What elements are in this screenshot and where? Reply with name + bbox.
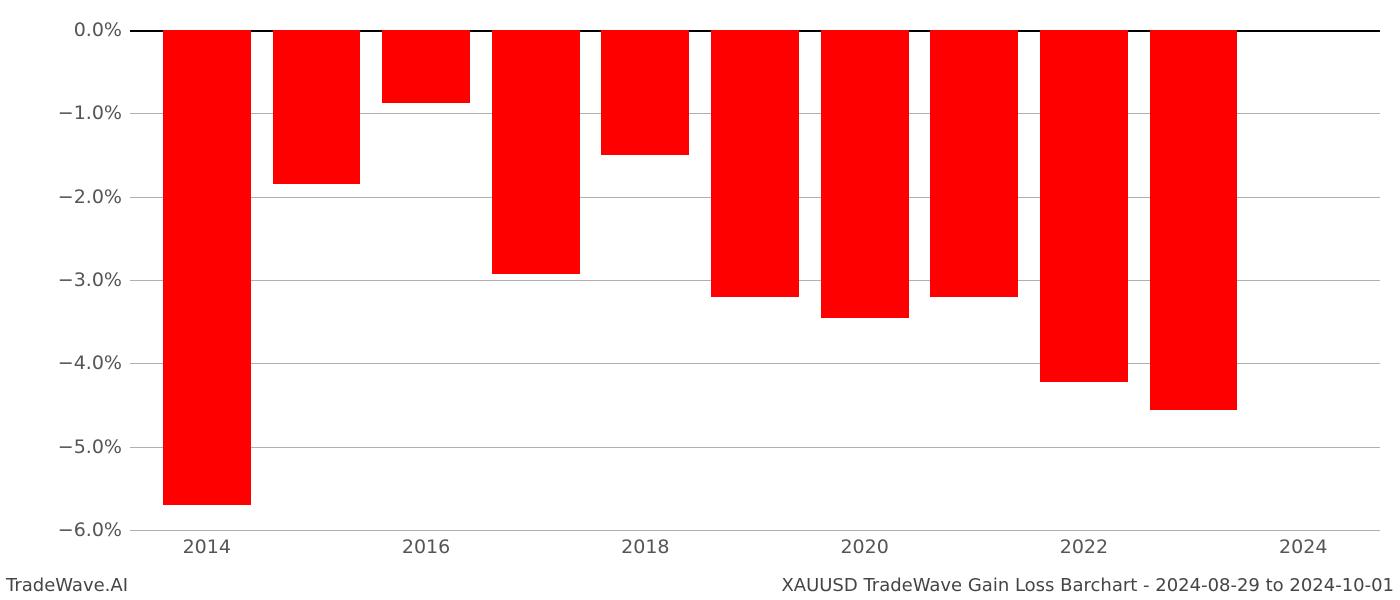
- bar: [601, 30, 689, 155]
- x-tick-label: 2024: [1279, 536, 1327, 558]
- bar: [492, 30, 580, 274]
- bar: [821, 30, 909, 318]
- y-tick-label: −3.0%: [58, 269, 122, 291]
- y-tick-label: −2.0%: [58, 186, 122, 208]
- plot-area: 0.0%−1.0%−2.0%−3.0%−4.0%−5.0%−6.0%201420…: [130, 30, 1380, 530]
- y-tick-label: 0.0%: [74, 19, 122, 41]
- x-tick-label: 2018: [621, 536, 669, 558]
- bar: [382, 30, 470, 103]
- footer-left: TradeWave.AI: [6, 575, 128, 596]
- y-tick-label: −5.0%: [58, 436, 122, 458]
- x-tick-label: 2014: [183, 536, 231, 558]
- y-tick-label: −6.0%: [58, 519, 122, 541]
- bar: [711, 30, 799, 297]
- footer-right: XAUUSD TradeWave Gain Loss Barchart - 20…: [781, 575, 1394, 596]
- bar: [1040, 30, 1128, 382]
- bar: [930, 30, 1018, 297]
- bar: [273, 30, 361, 184]
- y-tick-label: −4.0%: [58, 352, 122, 374]
- bar: [163, 30, 251, 505]
- gridline: [130, 530, 1380, 531]
- x-tick-label: 2022: [1060, 536, 1108, 558]
- chart-container: 0.0% −1.0% −2.0% −3.0% −4.0% −5.0% −6.0% 2014 20…: [0, 0, 1400, 600]
- y-tick-label: −1.0%: [58, 102, 122, 124]
- bar: [1150, 30, 1238, 410]
- x-tick-label: 2016: [402, 536, 450, 558]
- gridline: [130, 447, 1380, 448]
- x-tick-label: 2020: [840, 536, 888, 558]
